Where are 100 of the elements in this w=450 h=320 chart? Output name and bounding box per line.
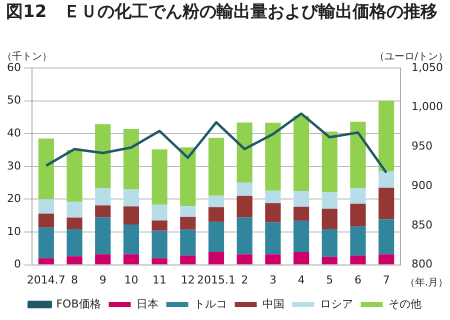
legend-label: トルコ (194, 297, 227, 310)
bar (322, 229, 338, 257)
x-tick-label: 7 (382, 273, 390, 286)
bar (236, 122, 252, 182)
y2-tick-label: 900 (412, 178, 433, 192)
x-tick-label: 12 (180, 273, 195, 286)
bar (236, 196, 252, 218)
bar (236, 182, 252, 196)
legend-label: ロシア (320, 297, 353, 310)
bar (322, 132, 338, 192)
bar (265, 190, 281, 204)
bar (95, 124, 111, 188)
bar (66, 202, 82, 218)
bar (265, 122, 281, 191)
bar (208, 252, 224, 264)
bar (322, 208, 338, 230)
bar (208, 138, 224, 196)
bar (294, 191, 310, 207)
y-tick-label: 0 (14, 258, 21, 271)
bar (152, 149, 168, 205)
bar (95, 205, 111, 218)
bar (265, 222, 281, 254)
legend-label: 日本 (136, 297, 158, 310)
bar (123, 254, 140, 264)
bar (294, 206, 310, 221)
bar (152, 204, 168, 221)
bar (66, 150, 82, 202)
y2-tick-label: 850 (412, 218, 433, 232)
bar (66, 256, 82, 264)
bar (38, 258, 54, 264)
bar (265, 203, 281, 222)
bar (350, 204, 366, 226)
bar (378, 219, 394, 254)
legend-label: FOB価格 (56, 297, 101, 310)
x-tick-label: 3 (269, 273, 276, 286)
bar (95, 217, 111, 254)
x-tick-label: 11 (152, 273, 167, 286)
bar (180, 256, 196, 264)
bar (38, 227, 54, 258)
y2-tick-label: 950 (412, 140, 433, 153)
bar (38, 214, 54, 228)
bar (350, 226, 366, 256)
legend-label: その他 (388, 297, 422, 310)
bar (236, 217, 252, 254)
x-tick-label: 2015.1 (197, 273, 236, 286)
y-tick-label: 30 (6, 159, 21, 172)
y2-tick-label: 1,000 (412, 100, 444, 114)
bar (350, 256, 366, 264)
x-tick-label: 2 (241, 273, 248, 286)
bar (208, 207, 224, 222)
legend-label: 中国 (262, 297, 284, 310)
x-tick-label: 9 (99, 273, 106, 286)
bar (294, 220, 310, 252)
bar (38, 138, 54, 200)
bar (180, 147, 196, 206)
bar (236, 254, 252, 264)
y-tick-label: 40 (6, 126, 21, 140)
bar (152, 220, 168, 231)
bar (350, 188, 366, 204)
y-axis-title: （千トン） (2, 50, 52, 63)
bar (180, 230, 196, 256)
bar (123, 129, 140, 190)
y-tick-label: 20 (6, 192, 21, 206)
bar (294, 252, 310, 264)
x-tick-label: 5 (326, 273, 334, 286)
x-tick-label: 8 (71, 273, 78, 286)
bar (378, 100, 394, 172)
bar (208, 222, 224, 252)
y2-axis-title: （ユーロ/トン） (374, 52, 448, 63)
bar (123, 206, 140, 224)
x-axis-title: （年.月） (404, 276, 448, 289)
bar (95, 254, 111, 264)
bar (208, 196, 224, 208)
bar (152, 258, 168, 264)
bar (123, 189, 140, 206)
x-tick-label: 2014.7 (26, 273, 66, 286)
y2-tick-label: 1,050 (412, 60, 444, 74)
bar (265, 254, 281, 264)
chart-title: 図12 ＥＵの化工でん粉の輸出量および輸出価格の推移 (6, 2, 439, 23)
x-tick-label: 6 (354, 273, 362, 286)
bar (378, 254, 394, 264)
y-tick-label: 10 (6, 224, 21, 238)
y-tick-label: 50 (6, 94, 21, 107)
y-tick-label: 60 (6, 60, 21, 74)
bar (378, 171, 394, 188)
bar (322, 256, 338, 264)
x-tick-label: 10 (124, 273, 138, 286)
bar (294, 116, 310, 191)
x-tick-label: 4 (298, 273, 305, 286)
bar (66, 229, 82, 256)
bar (152, 230, 168, 258)
bar (123, 224, 140, 254)
y2-tick-label: 800 (412, 258, 433, 271)
bar (180, 206, 196, 217)
bar (38, 199, 54, 214)
bar (95, 188, 111, 206)
bar (180, 216, 196, 230)
bar (66, 218, 82, 230)
bar (350, 122, 366, 188)
bar (322, 192, 338, 209)
